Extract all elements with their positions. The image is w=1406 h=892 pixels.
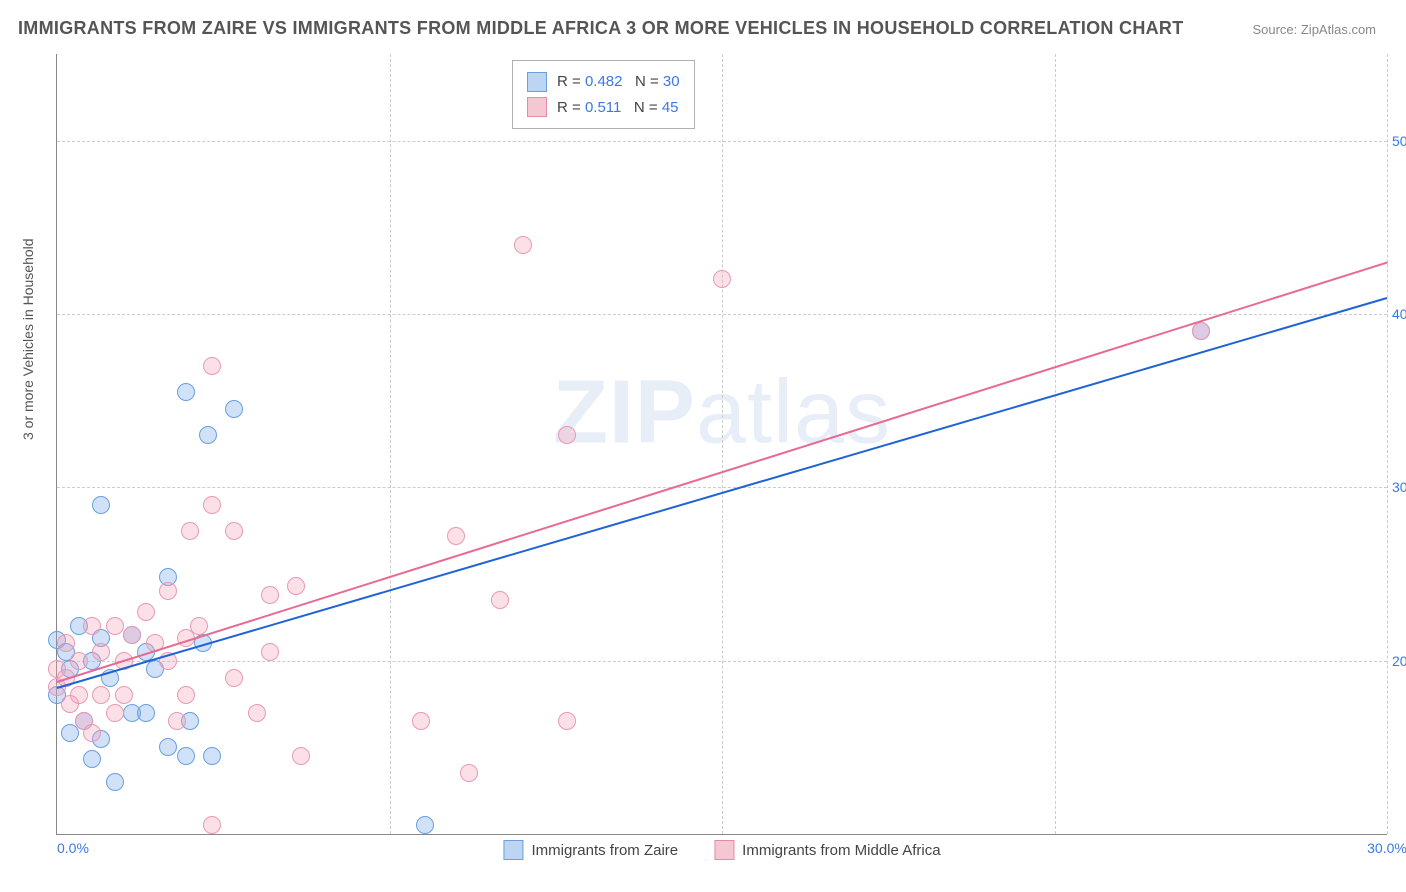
data-point (412, 712, 430, 730)
data-point (713, 270, 731, 288)
stats-text: R = 0.511 N = 45 (557, 95, 679, 121)
data-point (177, 383, 195, 401)
data-point (83, 750, 101, 768)
data-point (181, 522, 199, 540)
data-point (106, 704, 124, 722)
data-point (261, 643, 279, 661)
data-point (416, 816, 434, 834)
data-point (70, 652, 88, 670)
series-swatch-icon (527, 72, 547, 92)
stats-row: R = 0.511 N = 45 (527, 95, 680, 121)
data-point (92, 643, 110, 661)
data-point (177, 686, 195, 704)
legend-item: Immigrants from Middle Africa (714, 840, 940, 860)
gridline-v (722, 54, 723, 834)
data-point (203, 357, 221, 375)
data-point (558, 712, 576, 730)
y-tick-label: 20.0% (1392, 653, 1406, 669)
data-point (57, 634, 75, 652)
data-point (106, 617, 124, 635)
data-point (199, 426, 217, 444)
bottom-legend: Immigrants from Zaire Immigrants from Mid… (503, 840, 940, 860)
watermark-bold: ZIP (553, 362, 696, 462)
data-point (1192, 322, 1210, 340)
data-point (558, 426, 576, 444)
stats-text: R = 0.482 N = 30 (557, 69, 680, 95)
data-point (106, 773, 124, 791)
data-point (83, 724, 101, 742)
data-point (137, 603, 155, 621)
data-point (203, 496, 221, 514)
data-point (190, 617, 208, 635)
data-point (123, 626, 141, 644)
legend-label: Immigrants from Middle Africa (742, 842, 940, 859)
data-point (447, 527, 465, 545)
data-point (287, 577, 305, 595)
data-point (514, 236, 532, 254)
data-point (261, 586, 279, 604)
gridline-v (1055, 54, 1056, 834)
plot-area: ZIPatlas 20.0%30.0%40.0%50.0%0.0%30.0%R … (56, 54, 1387, 835)
gridline-v (1387, 54, 1388, 834)
data-point (159, 582, 177, 600)
data-point (168, 712, 186, 730)
legend-item: Immigrants from Zaire (503, 840, 678, 860)
data-point (292, 747, 310, 765)
y-axis-label: 3 or more Vehicles in Household (20, 238, 36, 440)
legend-swatch-icon (714, 840, 734, 860)
y-tick-label: 50.0% (1392, 133, 1406, 149)
data-point (225, 669, 243, 687)
data-point (460, 764, 478, 782)
data-point (225, 400, 243, 418)
data-point (159, 738, 177, 756)
data-point (115, 686, 133, 704)
data-point (70, 686, 88, 704)
data-point (248, 704, 266, 722)
watermark-rest: atlas (696, 362, 891, 462)
legend-label: Immigrants from Zaire (531, 842, 678, 859)
stats-box: R = 0.482 N = 30R = 0.511 N = 45 (512, 60, 695, 129)
data-point (491, 591, 509, 609)
y-tick-label: 40.0% (1392, 306, 1406, 322)
gridline-v (390, 54, 391, 834)
data-point (177, 747, 195, 765)
chart-title: IMMIGRANTS FROM ZAIRE VS IMMIGRANTS FROM… (18, 18, 1184, 39)
legend-swatch-icon (503, 840, 523, 860)
source-label: Source: ZipAtlas.com (1252, 22, 1376, 37)
data-point (203, 816, 221, 834)
data-point (225, 522, 243, 540)
x-tick-label: 0.0% (57, 840, 89, 856)
data-point (83, 617, 101, 635)
data-point (92, 496, 110, 514)
data-point (203, 747, 221, 765)
series-swatch-icon (527, 97, 547, 117)
stats-row: R = 0.482 N = 30 (527, 69, 680, 95)
x-tick-label: 30.0% (1367, 840, 1406, 856)
y-tick-label: 30.0% (1392, 479, 1406, 495)
data-point (137, 704, 155, 722)
data-point (92, 686, 110, 704)
